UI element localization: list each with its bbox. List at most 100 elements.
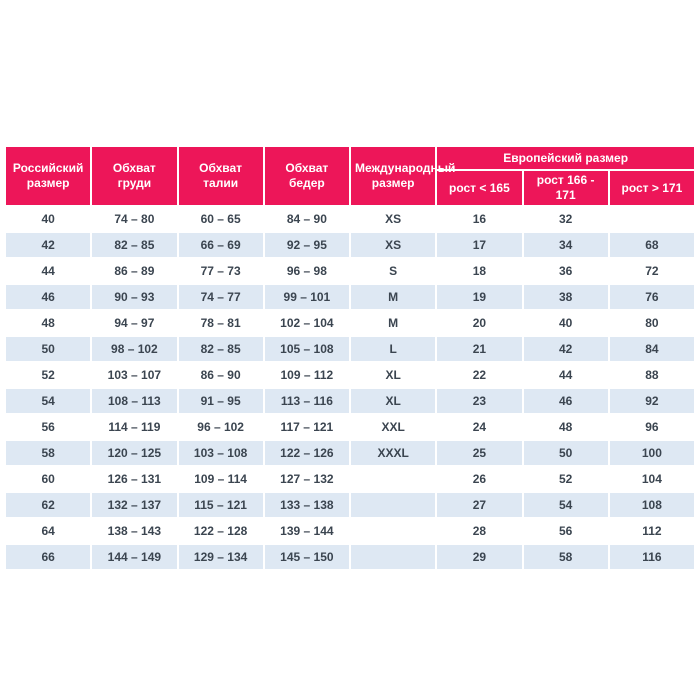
col-header-waist: Обхват талии <box>176 145 265 207</box>
table-cell: 129 – 134 <box>176 543 265 571</box>
table-cell: 40 <box>3 205 93 233</box>
table-cell: 117 – 121 <box>262 413 352 441</box>
table-cell: 23 <box>435 387 524 415</box>
table-row: 62 132 – 137 115 – 121 133 – 138 27 54 108 <box>3 491 697 519</box>
table-header: Российский размер Обхват груди Обхват та… <box>3 145 697 207</box>
table-cell: 139 – 144 <box>262 517 352 545</box>
table-row: 64 138 – 143 122 – 128 139 – 144 28 56 112 <box>3 517 697 545</box>
table-cell: 88 <box>607 361 697 389</box>
col-header-european-size: Европейский размер <box>435 145 696 171</box>
table-cell: 27 <box>435 491 524 519</box>
table-cell: 133 – 138 <box>262 491 352 519</box>
table-cell: 54 <box>521 491 610 519</box>
table-cell: 56 <box>521 517 610 545</box>
table-cell: 28 <box>435 517 524 545</box>
table-cell: 21 <box>435 335 524 363</box>
table-cell <box>607 205 697 233</box>
table-cell: 145 – 150 <box>262 543 352 571</box>
table-body: 40 74 – 80 60 – 65 84 – 90 XS 16 32 42 82 – 85 66… <box>3 205 697 571</box>
table-cell: XL <box>348 361 438 389</box>
table-cell: 68 <box>607 231 697 259</box>
table-cell: XL <box>348 387 438 415</box>
table-cell: 62 <box>3 491 93 519</box>
table-row: 52 103 – 107 86 – 90 109 – 112 XL 22 44 88 <box>3 361 697 389</box>
table-cell: 36 <box>521 257 610 285</box>
table-cell: 96 <box>607 413 697 441</box>
table-cell: 98 – 102 <box>90 335 179 363</box>
table-cell: 80 <box>607 309 697 337</box>
table-row: 60 126 – 131 109 – 114 127 – 132 26 52 104 <box>3 465 697 493</box>
table-cell: XXL <box>348 413 438 441</box>
table-row: 56 114 – 119 96 – 102 117 – 121 XXL 24 48 96 <box>3 413 697 441</box>
table-cell: 60 – 65 <box>176 205 265 233</box>
table-cell: 82 – 85 <box>176 335 265 363</box>
table-cell: 109 – 114 <box>176 465 265 493</box>
table-cell: 66 – 69 <box>176 231 265 259</box>
table-cell: 84 – 90 <box>262 205 352 233</box>
table-cell: 76 <box>607 283 697 311</box>
table-row: 50 98 – 102 82 – 85 105 – 108 L 21 42 84 <box>3 335 697 363</box>
table-cell: 40 <box>521 309 610 337</box>
table-cell: 120 – 125 <box>90 439 179 467</box>
table-cell: XXXL <box>348 439 438 467</box>
table-cell: 44 <box>521 361 610 389</box>
table-row: 48 94 – 97 78 – 81 102 – 104 M 20 40 80 <box>3 309 697 337</box>
table-cell: 132 – 137 <box>90 491 179 519</box>
table-cell: 44 <box>3 257 93 285</box>
table-cell: 58 <box>3 439 93 467</box>
table-cell: 46 <box>521 387 610 415</box>
table-cell: 38 <box>521 283 610 311</box>
table-cell: XS <box>348 231 438 259</box>
table-cell: 50 <box>3 335 93 363</box>
col-header-russian-size: Российский размер <box>3 145 93 207</box>
table-cell: 122 – 126 <box>262 439 352 467</box>
table-cell: 116 <box>607 543 697 571</box>
col-header-height-166-171: рост 166 - 171 <box>521 169 610 207</box>
size-chart-table: Российский размер Обхват груди Обхват та… <box>3 145 697 571</box>
table-cell: 56 <box>3 413 93 441</box>
col-header-international-size: Международный размер <box>348 145 455 207</box>
table-cell: 144 – 149 <box>90 543 179 571</box>
table-cell: 109 – 112 <box>262 361 352 389</box>
table-cell: 42 <box>521 335 610 363</box>
table-cell: 92 – 95 <box>262 231 352 259</box>
table-cell: 32 <box>521 205 610 233</box>
table-cell: 20 <box>435 309 524 337</box>
table-cell: 103 – 108 <box>176 439 265 467</box>
table-cell: 127 – 132 <box>262 465 352 493</box>
table-row: 58 120 – 125 103 – 108 122 – 126 XXXL 25 50 100 <box>3 439 697 467</box>
table-cell: 22 <box>435 361 524 389</box>
table-cell: L <box>348 335 438 363</box>
table-cell: 103 – 107 <box>90 361 179 389</box>
col-header-height-gt-171: рост > 171 <box>607 169 697 207</box>
table-cell: 100 <box>607 439 697 467</box>
col-header-height-lt-165: рост < 165 <box>435 169 524 207</box>
table-cell: 64 <box>3 517 93 545</box>
table-cell: 60 <box>3 465 93 493</box>
table-cell <box>348 465 438 493</box>
table-cell: 90 – 93 <box>90 283 179 311</box>
col-header-hips: Обхват бедер <box>262 145 352 207</box>
table-cell: 72 <box>607 257 697 285</box>
table-cell: 24 <box>435 413 524 441</box>
table-cell: 91 – 95 <box>176 387 265 415</box>
table-cell: 82 – 85 <box>90 231 179 259</box>
table-cell: 48 <box>521 413 610 441</box>
table-row: 66 144 – 149 129 – 134 145 – 150 29 58 116 <box>3 543 697 571</box>
table-cell: 34 <box>521 231 610 259</box>
table-row: 46 90 – 93 74 – 77 99 – 101 M 19 38 76 <box>3 283 697 311</box>
table-cell: 104 <box>607 465 697 493</box>
table-cell: 77 – 73 <box>176 257 265 285</box>
table-cell: 114 – 119 <box>90 413 179 441</box>
table-cell: 113 – 116 <box>262 387 352 415</box>
table-cell: 108 <box>607 491 697 519</box>
size-chart: Российский размер Обхват груди Обхват та… <box>3 145 697 571</box>
table-cell: S <box>348 257 438 285</box>
table-row: 40 74 – 80 60 – 65 84 – 90 XS 16 32 <box>3 205 697 233</box>
header-row-sub: рост < 165 рост 166 - 171 рост > 171 <box>5 169 697 207</box>
table-cell: 86 – 90 <box>176 361 265 389</box>
table-cell: 108 – 113 <box>90 387 179 415</box>
table-cell: 50 <box>521 439 610 467</box>
table-cell: 94 – 97 <box>90 309 179 337</box>
table-row: 44 86 – 89 77 – 73 96 – 98 S 18 36 72 <box>3 257 697 285</box>
